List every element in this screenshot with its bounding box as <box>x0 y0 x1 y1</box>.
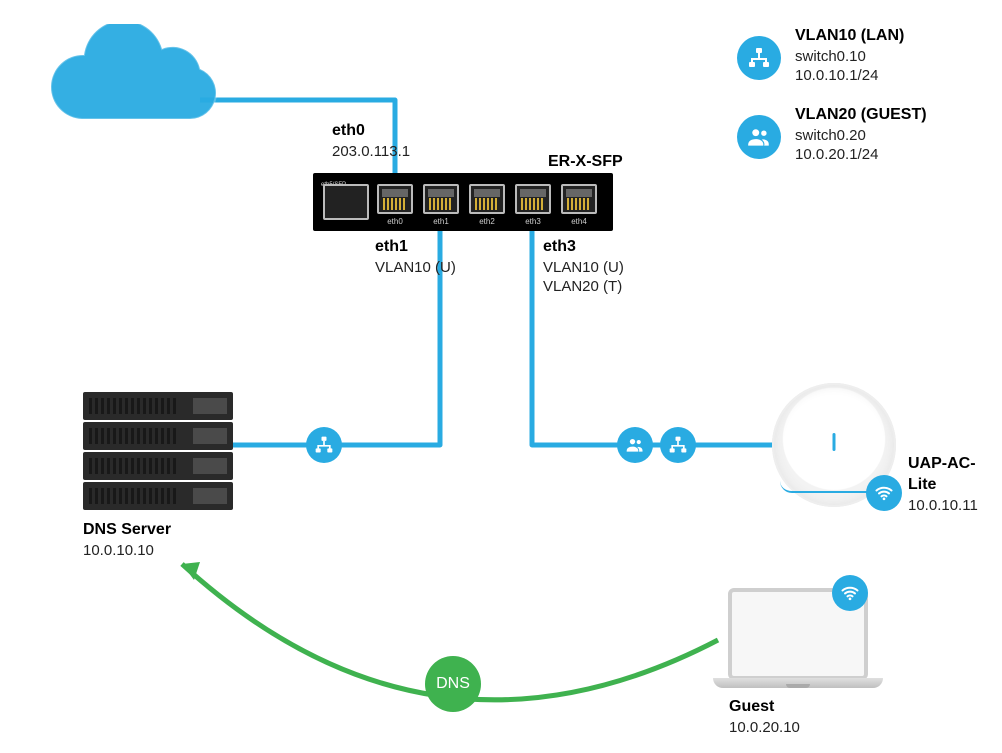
iface-vlan: VLAN10 (U) <box>543 258 624 278</box>
device-ip: 10.0.20.10 <box>729 718 800 738</box>
device-title: UAP-AC-Lite <box>908 454 1002 496</box>
iface-vlan: VLAN10 (U) <box>375 258 456 278</box>
wifi-icon <box>866 475 902 511</box>
device-title: DNS Server <box>83 520 171 541</box>
iface-ip: 203.0.113.1 <box>332 142 410 162</box>
router-model: ER-X-SFP <box>548 152 623 173</box>
eth0-label: eth0 203.0.113.1 <box>332 121 410 161</box>
port-eth4 <box>561 184 597 214</box>
iface-vlan: VLAN20 (T) <box>543 277 624 297</box>
guest-label: Guest 10.0.20.10 <box>729 697 800 737</box>
eth3-label: eth3 VLAN10 (U) VLAN20 (T) <box>543 237 624 297</box>
port-label: eth3 <box>515 217 551 226</box>
device-ip: 10.0.10.10 <box>83 541 171 561</box>
port-label: eth4 <box>561 217 597 226</box>
device-title: Guest <box>729 697 800 718</box>
network-icon <box>306 427 342 463</box>
dns-server-label: DNS Server 10.0.10.10 <box>83 520 171 560</box>
port-eth0 <box>377 184 413 214</box>
router-device: eth5/SFP eth0 eth1 eth2 eth3 eth4 <box>313 173 613 231</box>
iface-name: eth1 <box>375 237 456 258</box>
wifi-icon <box>832 575 868 611</box>
iface-name: eth3 <box>543 237 624 258</box>
port-eth1 <box>423 184 459 214</box>
ap-label: UAP-AC-Lite 10.0.10.11 <box>908 454 1002 515</box>
vlan20-legend: VLAN20 (GUEST) switch0.20 10.0.20.1/24 <box>795 105 927 165</box>
cloud-icon <box>32 24 222 144</box>
vlan-cidr: 10.0.20.1/24 <box>795 145 927 165</box>
vlan-iface: switch0.20 <box>795 126 927 146</box>
dns-badge: DNS <box>425 656 481 712</box>
device-ip: 10.0.10.11 <box>908 496 1002 516</box>
network-icon <box>660 427 696 463</box>
network-icon <box>737 36 781 80</box>
port-eth2 <box>469 184 505 214</box>
router-model-label: ER-X-SFP <box>548 152 623 173</box>
port-label: eth1 <box>423 217 459 226</box>
iface-name: eth0 <box>332 121 410 142</box>
port-label: eth2 <box>469 217 505 226</box>
group-icon <box>737 115 781 159</box>
vlan-title: VLAN10 (LAN) <box>795 26 904 47</box>
vlan-cidr: 10.0.10.1/24 <box>795 66 904 86</box>
dns-badge-text: DNS <box>436 675 470 693</box>
port-eth3 <box>515 184 551 214</box>
sfp-port <box>323 184 369 220</box>
group-icon <box>617 427 653 463</box>
eth1-label: eth1 VLAN10 (U) <box>375 237 456 277</box>
port-label: eth0 <box>377 217 413 226</box>
server-device <box>83 392 233 512</box>
vlan-title: VLAN20 (GUEST) <box>795 105 927 126</box>
vlan-iface: switch0.10 <box>795 47 904 67</box>
vlan10-legend: VLAN10 (LAN) switch0.10 10.0.10.1/24 <box>795 26 904 86</box>
